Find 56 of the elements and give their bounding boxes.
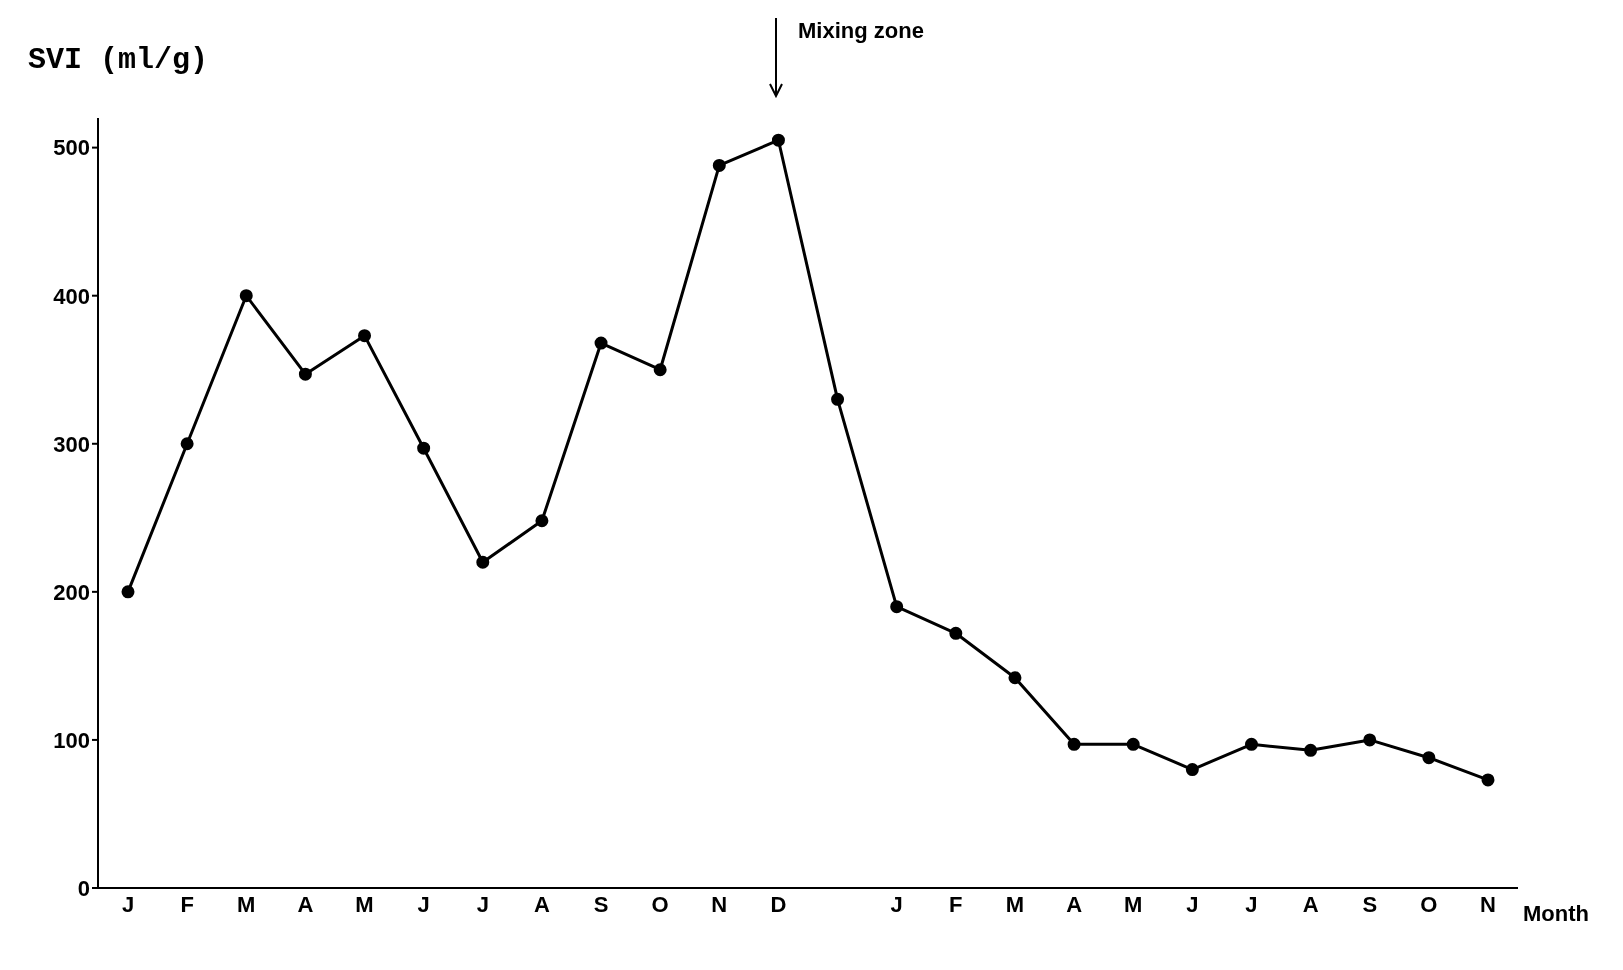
x-tick-label: J xyxy=(417,891,430,917)
point xyxy=(1067,737,1081,751)
point xyxy=(298,367,312,381)
x-tick-label: J xyxy=(121,891,135,917)
y-tick-label: 0 xyxy=(77,875,90,901)
text: Mixing zone xyxy=(798,18,924,44)
point xyxy=(535,514,549,528)
point xyxy=(890,600,904,614)
point xyxy=(771,133,785,147)
y-tick-label: 400 xyxy=(53,283,90,309)
point xyxy=(1363,733,1377,747)
x-tick-label: S xyxy=(1362,891,1378,917)
x-tick-label: J xyxy=(1186,891,1199,917)
y-tick-label: 200 xyxy=(53,579,90,605)
point xyxy=(417,441,431,455)
x-tick-label: A xyxy=(297,891,314,917)
x-tick-label: A xyxy=(1066,891,1083,917)
point xyxy=(239,289,253,303)
x-tick-label: J xyxy=(1245,891,1258,917)
x-axis-title: Month xyxy=(1523,900,1589,926)
point xyxy=(1126,737,1140,751)
x-tick-label: S xyxy=(593,891,609,917)
point xyxy=(1185,763,1199,777)
point xyxy=(358,329,372,343)
point xyxy=(180,437,194,451)
y-tick-label: 300 xyxy=(53,431,90,457)
point xyxy=(831,392,845,406)
x-tick-label: J xyxy=(890,891,903,917)
x-tick-label: J xyxy=(476,891,489,917)
x-tick-label: A xyxy=(533,891,550,917)
point xyxy=(653,363,667,377)
x-tick-label: M xyxy=(355,891,374,917)
x-tick-label: A xyxy=(1302,891,1319,917)
point xyxy=(121,585,135,599)
x-tick-label: N xyxy=(1480,891,1496,917)
point xyxy=(1008,671,1022,685)
x-tick-label: F xyxy=(180,891,194,917)
point xyxy=(594,336,608,350)
x-tick-label: O xyxy=(1420,891,1438,917)
x-tick-label: M xyxy=(237,891,256,917)
point xyxy=(476,555,490,569)
x-tick-label: N xyxy=(711,891,728,917)
y-tick-label: 100 xyxy=(53,727,90,753)
point xyxy=(1481,773,1495,787)
x-tick-label: O xyxy=(651,891,669,917)
point xyxy=(712,158,726,172)
x-tick-label: F xyxy=(949,891,963,917)
point xyxy=(1244,737,1258,751)
x-tick-label: M xyxy=(1005,891,1025,917)
x-tick-label: M xyxy=(1124,891,1143,917)
point xyxy=(1304,743,1318,757)
y-axis-title: SVI (ml/g) xyxy=(28,43,209,77)
point xyxy=(1422,751,1436,765)
point xyxy=(949,626,963,640)
y-tick-label: 500 xyxy=(53,135,90,161)
x-tick-label: D xyxy=(770,891,787,917)
